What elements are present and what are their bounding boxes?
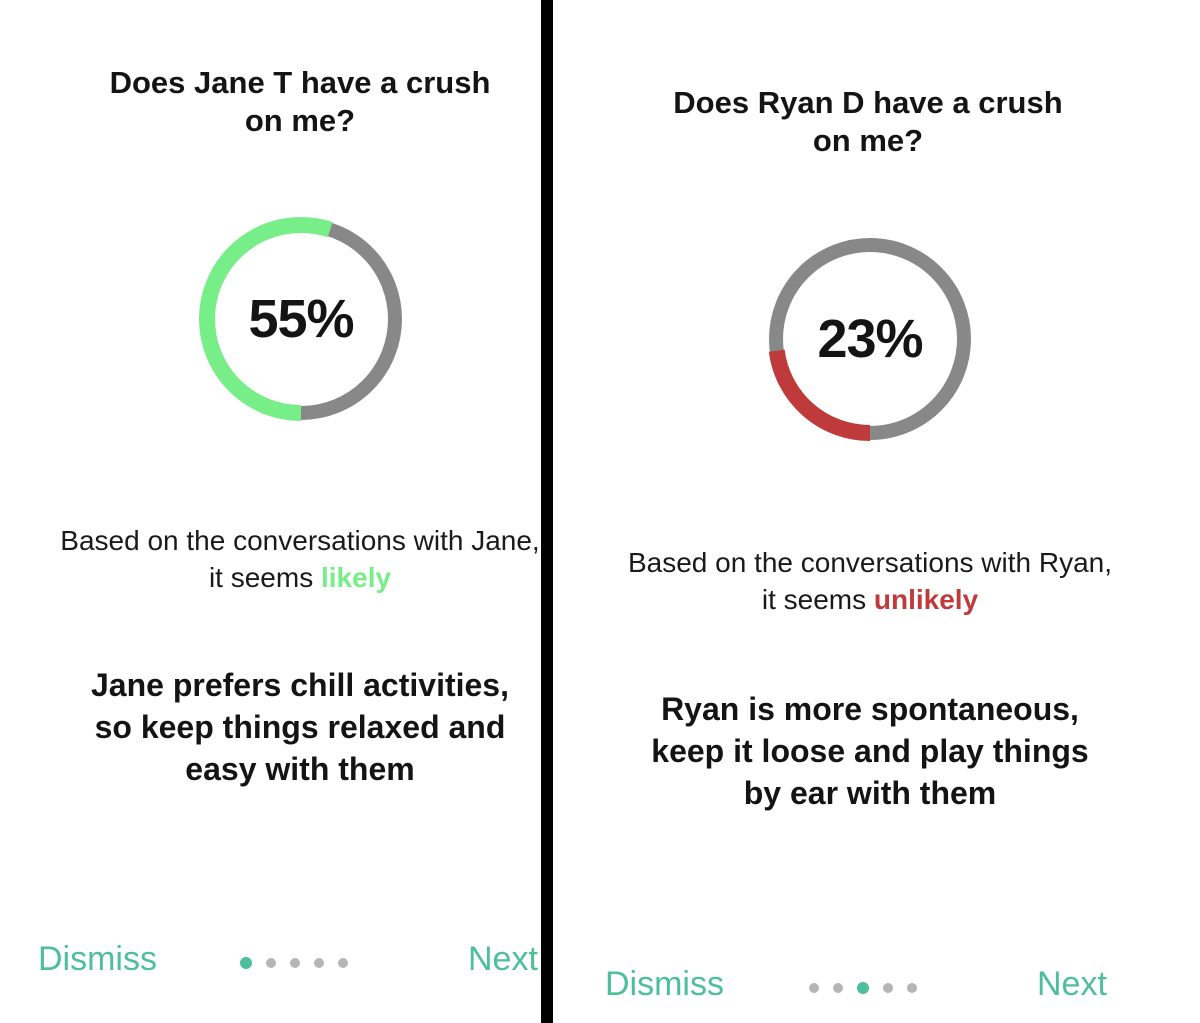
next-button[interactable]: Next bbox=[468, 940, 538, 978]
right-screen: Does Ryan D have a crush on me? 23% Base… bbox=[553, 0, 1200, 1023]
page-dot-1[interactable] bbox=[809, 983, 819, 993]
page-dot-5[interactable] bbox=[338, 958, 348, 968]
next-button[interactable]: Next bbox=[1037, 965, 1107, 1003]
page-dot-4[interactable] bbox=[314, 958, 324, 968]
page-dot-3[interactable] bbox=[290, 958, 300, 968]
page-indicator bbox=[809, 982, 917, 994]
question-title: Does Jane T have a crush on me? bbox=[109, 65, 491, 138]
page-dot-2[interactable] bbox=[833, 983, 843, 993]
page-dot-5[interactable] bbox=[907, 983, 917, 993]
dismiss-button[interactable]: Dismiss bbox=[38, 940, 157, 978]
verdict-likely: likely bbox=[320, 562, 392, 593]
verdict-unlikely: unlikely bbox=[873, 584, 979, 615]
question-title: Does Ryan D have a crush on me? bbox=[673, 85, 1063, 158]
percent-value: 55% bbox=[248, 289, 354, 349]
probability-ring: 23% bbox=[765, 232, 975, 446]
page-dot-2[interactable] bbox=[266, 958, 276, 968]
basis-text: Based on the conversations with Jane, it… bbox=[55, 522, 545, 596]
advice-text: Ryan is more spontaneous, keep it loose … bbox=[651, 691, 1089, 811]
advice-text: Jane prefers chill activities, so keep t… bbox=[91, 667, 509, 787]
page-dot-3[interactable] bbox=[857, 982, 869, 994]
screen-divider bbox=[541, 0, 553, 1023]
dismiss-button[interactable]: Dismiss bbox=[605, 965, 724, 1003]
left-screen: Does Jane T have a crush on me? 55% Base… bbox=[0, 0, 541, 1023]
percent-value: 23% bbox=[817, 309, 923, 369]
probability-ring-graphic bbox=[199, 217, 403, 421]
basis-text: Based on the conversations with Ryan, it… bbox=[625, 544, 1115, 618]
page-indicator bbox=[240, 957, 348, 969]
basis-prefix: Based on the conversations with Jane, it… bbox=[60, 525, 540, 593]
probability-ring: 55% bbox=[196, 212, 406, 426]
ring-fill bbox=[199, 217, 403, 421]
basis-prefix: Based on the conversations with Ryan, it… bbox=[627, 547, 1113, 615]
page-dot-1[interactable] bbox=[240, 957, 252, 969]
probability-ring-graphic bbox=[768, 237, 972, 441]
page-dot-4[interactable] bbox=[883, 983, 893, 993]
ring-fill bbox=[768, 237, 972, 441]
